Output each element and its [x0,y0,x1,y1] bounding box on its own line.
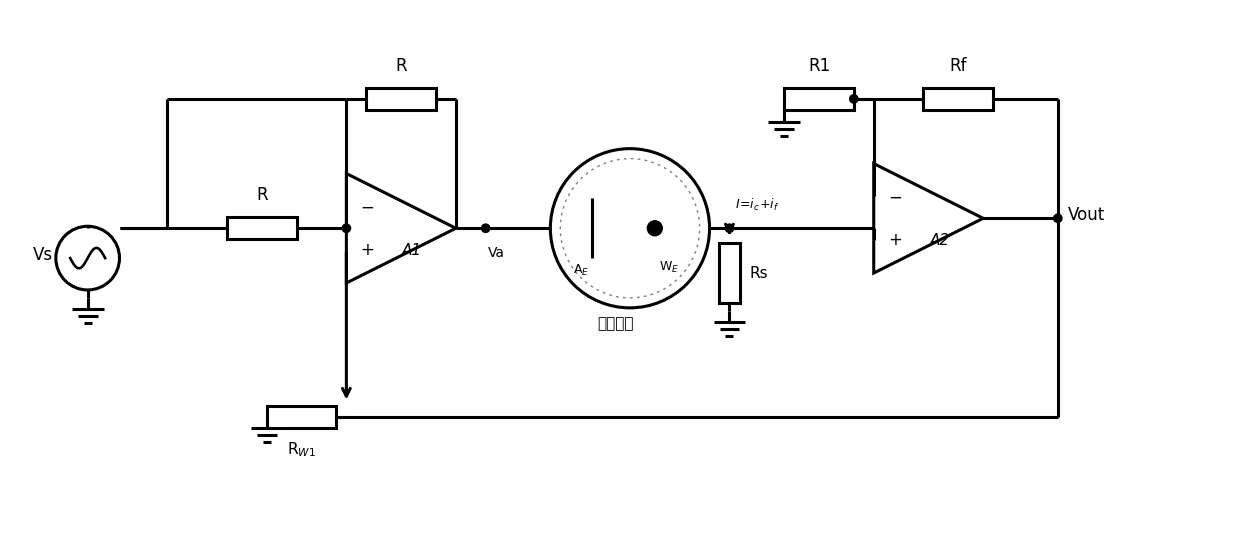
Text: $-$: $-$ [361,198,374,215]
Text: Rf: Rf [950,57,967,75]
Circle shape [481,224,490,233]
Circle shape [725,224,734,233]
Circle shape [647,221,662,235]
Bar [924,88,993,110]
Circle shape [1054,214,1061,223]
Bar [784,88,854,110]
Text: Va: Va [487,246,505,260]
Text: A1: A1 [402,243,422,258]
Text: Vout: Vout [1068,206,1105,224]
Text: $+$: $+$ [361,241,374,259]
Text: A2: A2 [929,233,950,248]
Text: R: R [255,186,268,204]
Text: R1: R1 [808,57,830,75]
Text: W$_E$: W$_E$ [658,260,678,275]
Text: 电化学池: 电化学池 [596,316,634,331]
Text: $-$: $-$ [888,187,901,205]
Text: R$_{W1}$: R$_{W1}$ [288,440,316,459]
Bar [267,406,336,428]
Text: A$_E$: A$_E$ [573,263,589,278]
Circle shape [342,224,351,233]
Text: Rs: Rs [749,266,768,281]
Bar [366,88,436,110]
Bar [227,217,296,239]
Text: Vs: Vs [32,246,53,264]
Text: $+$: $+$ [888,231,901,249]
Circle shape [849,95,858,103]
Text: R: R [396,57,407,75]
Bar [718,243,740,303]
Text: $I\!=\!i_c\!+\!i_f$: $I\!=\!i_c\!+\!i_f$ [735,197,780,213]
